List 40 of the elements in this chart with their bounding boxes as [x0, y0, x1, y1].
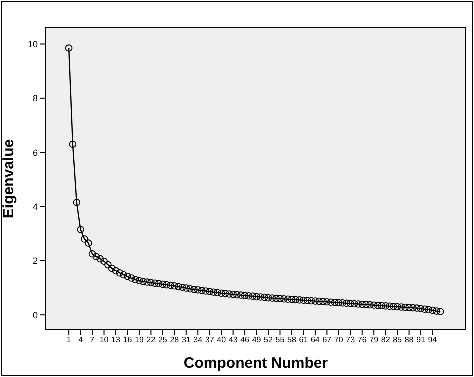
x-tick-label: 79 [370, 336, 380, 345]
x-tick-label: 4 [78, 336, 84, 345]
x-tick-label: 19 [135, 336, 144, 345]
x-tick-label: 91 [416, 336, 426, 345]
x-tick-label: 82 [381, 336, 391, 345]
x-tick-label: 64 [310, 336, 320, 345]
x-tick-label: 61 [299, 336, 309, 345]
y-tick-label: 8 [32, 94, 38, 104]
x-tick-label: 16 [123, 336, 133, 345]
y-tick-label: 4 [32, 202, 38, 212]
y-tick-label: 10 [28, 39, 38, 50]
x-axis-title: Component Number [184, 355, 328, 372]
x-tick-label: 34 [194, 336, 204, 345]
x-tick-label: 70 [334, 336, 344, 345]
x-tick-label: 94 [428, 336, 438, 345]
x-tick-label: 7 [90, 336, 96, 345]
x-tick-label: 28 [170, 336, 180, 345]
x-tick-label: 52 [264, 336, 274, 345]
x-tick-label: 13 [112, 336, 121, 345]
y-tick-label: 6 [32, 148, 38, 158]
x-tick-label: 46 [240, 336, 250, 345]
x-tick-label: 76 [358, 336, 368, 345]
x-tick-label: 25 [158, 336, 168, 345]
x-tick-label: 49 [252, 336, 262, 345]
y-tick-label: 0 [32, 310, 38, 320]
x-tick-label: 55 [276, 336, 286, 345]
y-axis-title: Eigenvalue [0, 139, 18, 219]
x-tick-label: 1 [66, 336, 72, 345]
x-tick-label: 10 [100, 336, 110, 345]
x-tick-label: 22 [146, 336, 156, 345]
x-tick-label: 40 [217, 336, 227, 345]
y-tick-label: 2 [32, 256, 38, 266]
x-tick-label: 88 [404, 336, 414, 345]
x-tick-label: 37 [205, 336, 215, 345]
x-tick-label: 58 [288, 336, 297, 345]
x-tick-label: 67 [322, 336, 332, 345]
x-tick-label: 73 [346, 336, 356, 345]
x-tick-label: 43 [228, 336, 238, 345]
x-tick-label: 31 [182, 336, 192, 345]
x-tick-label: 85 [393, 336, 403, 345]
